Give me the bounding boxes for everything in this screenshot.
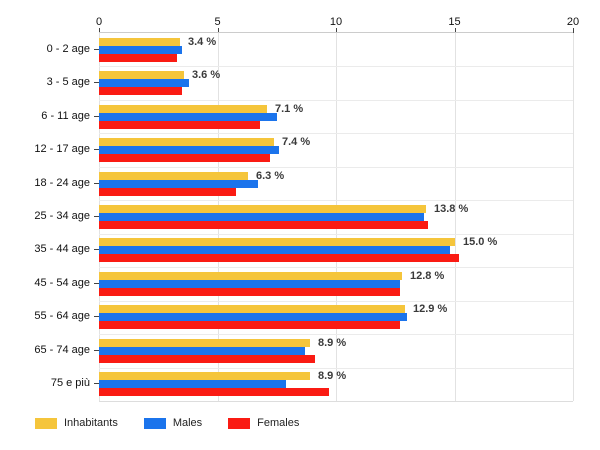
bar-value-label: 8.9 % [318,337,347,349]
category-label: 0 - 2 age [46,43,90,55]
bar-inhabitants[interactable] [99,205,426,213]
row-separator [99,234,573,235]
bar-value-label: 7.1 % [275,103,304,115]
category-tick [94,316,99,317]
bar-value-label: 8.9 % [318,370,347,382]
bar-females[interactable] [99,288,400,296]
x-axis-tick-label: 15 [448,16,461,28]
row-separator [99,301,573,302]
bar-females[interactable] [99,121,260,129]
category-tick [94,216,99,217]
bar-males[interactable] [99,280,400,288]
category-label: 45 - 54 age [34,277,90,289]
row-separator [99,66,573,67]
category-tick [94,249,99,250]
bar-value-label: 3.4 % [188,36,217,48]
category-tick [94,383,99,384]
bar-inhabitants[interactable] [99,372,310,380]
category-label: 18 - 24 age [34,177,90,189]
gridline [573,33,574,401]
bar-inhabitants[interactable] [99,71,184,79]
row-separator [99,368,573,369]
x-axis-tick-label: 5 [214,16,221,28]
category-label: 3 - 5 age [46,76,90,88]
bar-inhabitants[interactable] [99,305,405,313]
category-label: 35 - 44 age [34,243,90,255]
bar-value-label: 3.6 % [192,69,221,81]
bar-inhabitants[interactable] [99,238,455,246]
category-tick [94,149,99,150]
bar-value-label: 6.3 % [256,170,285,182]
category-label: 25 - 34 age [34,210,90,222]
bar-males[interactable] [99,79,189,87]
legend-swatch [228,418,251,429]
plot-area: 3.4 % 3.6 % 7.1 % 7.4 % 6.3 % 13.8 % 15.0 % 12.… [99,32,574,402]
legend-swatch [143,418,166,429]
row-separator [99,133,573,134]
row-separator [99,334,573,335]
legend-item-inhabitants: Inhabitants [35,417,118,430]
row-separator [99,100,573,101]
x-axis-tick-label: 0 [95,16,103,28]
x-axis-tick-label: 10 [329,16,343,28]
legend-label: Males [172,417,203,429]
bar-females[interactable] [99,221,428,229]
row-separator [99,267,573,268]
legend: Inhabitants Males Females [35,417,299,430]
axis-tick [573,28,574,36]
legend-label: Inhabitants [64,417,118,429]
bar-females[interactable] [99,188,236,196]
bar-males[interactable] [99,146,279,154]
gridline [454,33,456,401]
bar-females[interactable] [99,355,315,363]
category-label: 75 e più [50,377,90,389]
bar-inhabitants[interactable] [99,38,180,46]
bar-value-label: 13.8 % [434,203,469,215]
bar-females[interactable] [99,388,329,396]
bar-inhabitants[interactable] [99,138,274,146]
bar-females[interactable] [99,321,400,329]
category-label: 6 - 11 age [41,110,90,122]
bar-value-label: 15.0 % [463,236,498,248]
category-label: 55 - 64 age [34,310,90,322]
bar-males[interactable] [99,46,182,54]
bar-females[interactable] [99,54,177,62]
category-tick [94,183,99,184]
bar-inhabitants[interactable] [99,272,402,280]
bar-value-label: 7.4 % [282,136,311,148]
row-separator [99,200,573,201]
category-tick [94,350,99,351]
bar-males[interactable] [99,213,424,221]
bar-females[interactable] [99,154,270,162]
bar-males[interactable] [99,180,258,188]
bar-inhabitants[interactable] [99,339,310,347]
row-separator [99,167,573,168]
bar-males[interactable] [99,313,407,321]
category-tick [94,49,99,50]
x-axis-tick-label: 20 [566,16,580,28]
legend-swatch [35,418,57,429]
category-label: 12 - 17 age [34,143,90,155]
bar-males[interactable] [99,246,450,254]
bar-value-label: 12.8 % [410,270,445,282]
bar-males[interactable] [99,380,286,388]
category-tick [94,116,99,117]
category-tick [94,82,99,83]
bar-females[interactable] [99,254,459,262]
category-tick [94,283,99,284]
bar-inhabitants[interactable] [99,105,267,113]
bar-inhabitants[interactable] [99,172,248,180]
category-label: 65 - 74 age [34,344,90,356]
bar-females[interactable] [99,87,182,95]
bar-males[interactable] [99,113,277,121]
legend-item-females: Females [228,417,299,430]
bar-value-label: 12.9 % [413,303,448,315]
legend-item-males: Males [143,417,203,430]
bar-males[interactable] [99,347,305,355]
legend-label: Females [257,417,300,429]
